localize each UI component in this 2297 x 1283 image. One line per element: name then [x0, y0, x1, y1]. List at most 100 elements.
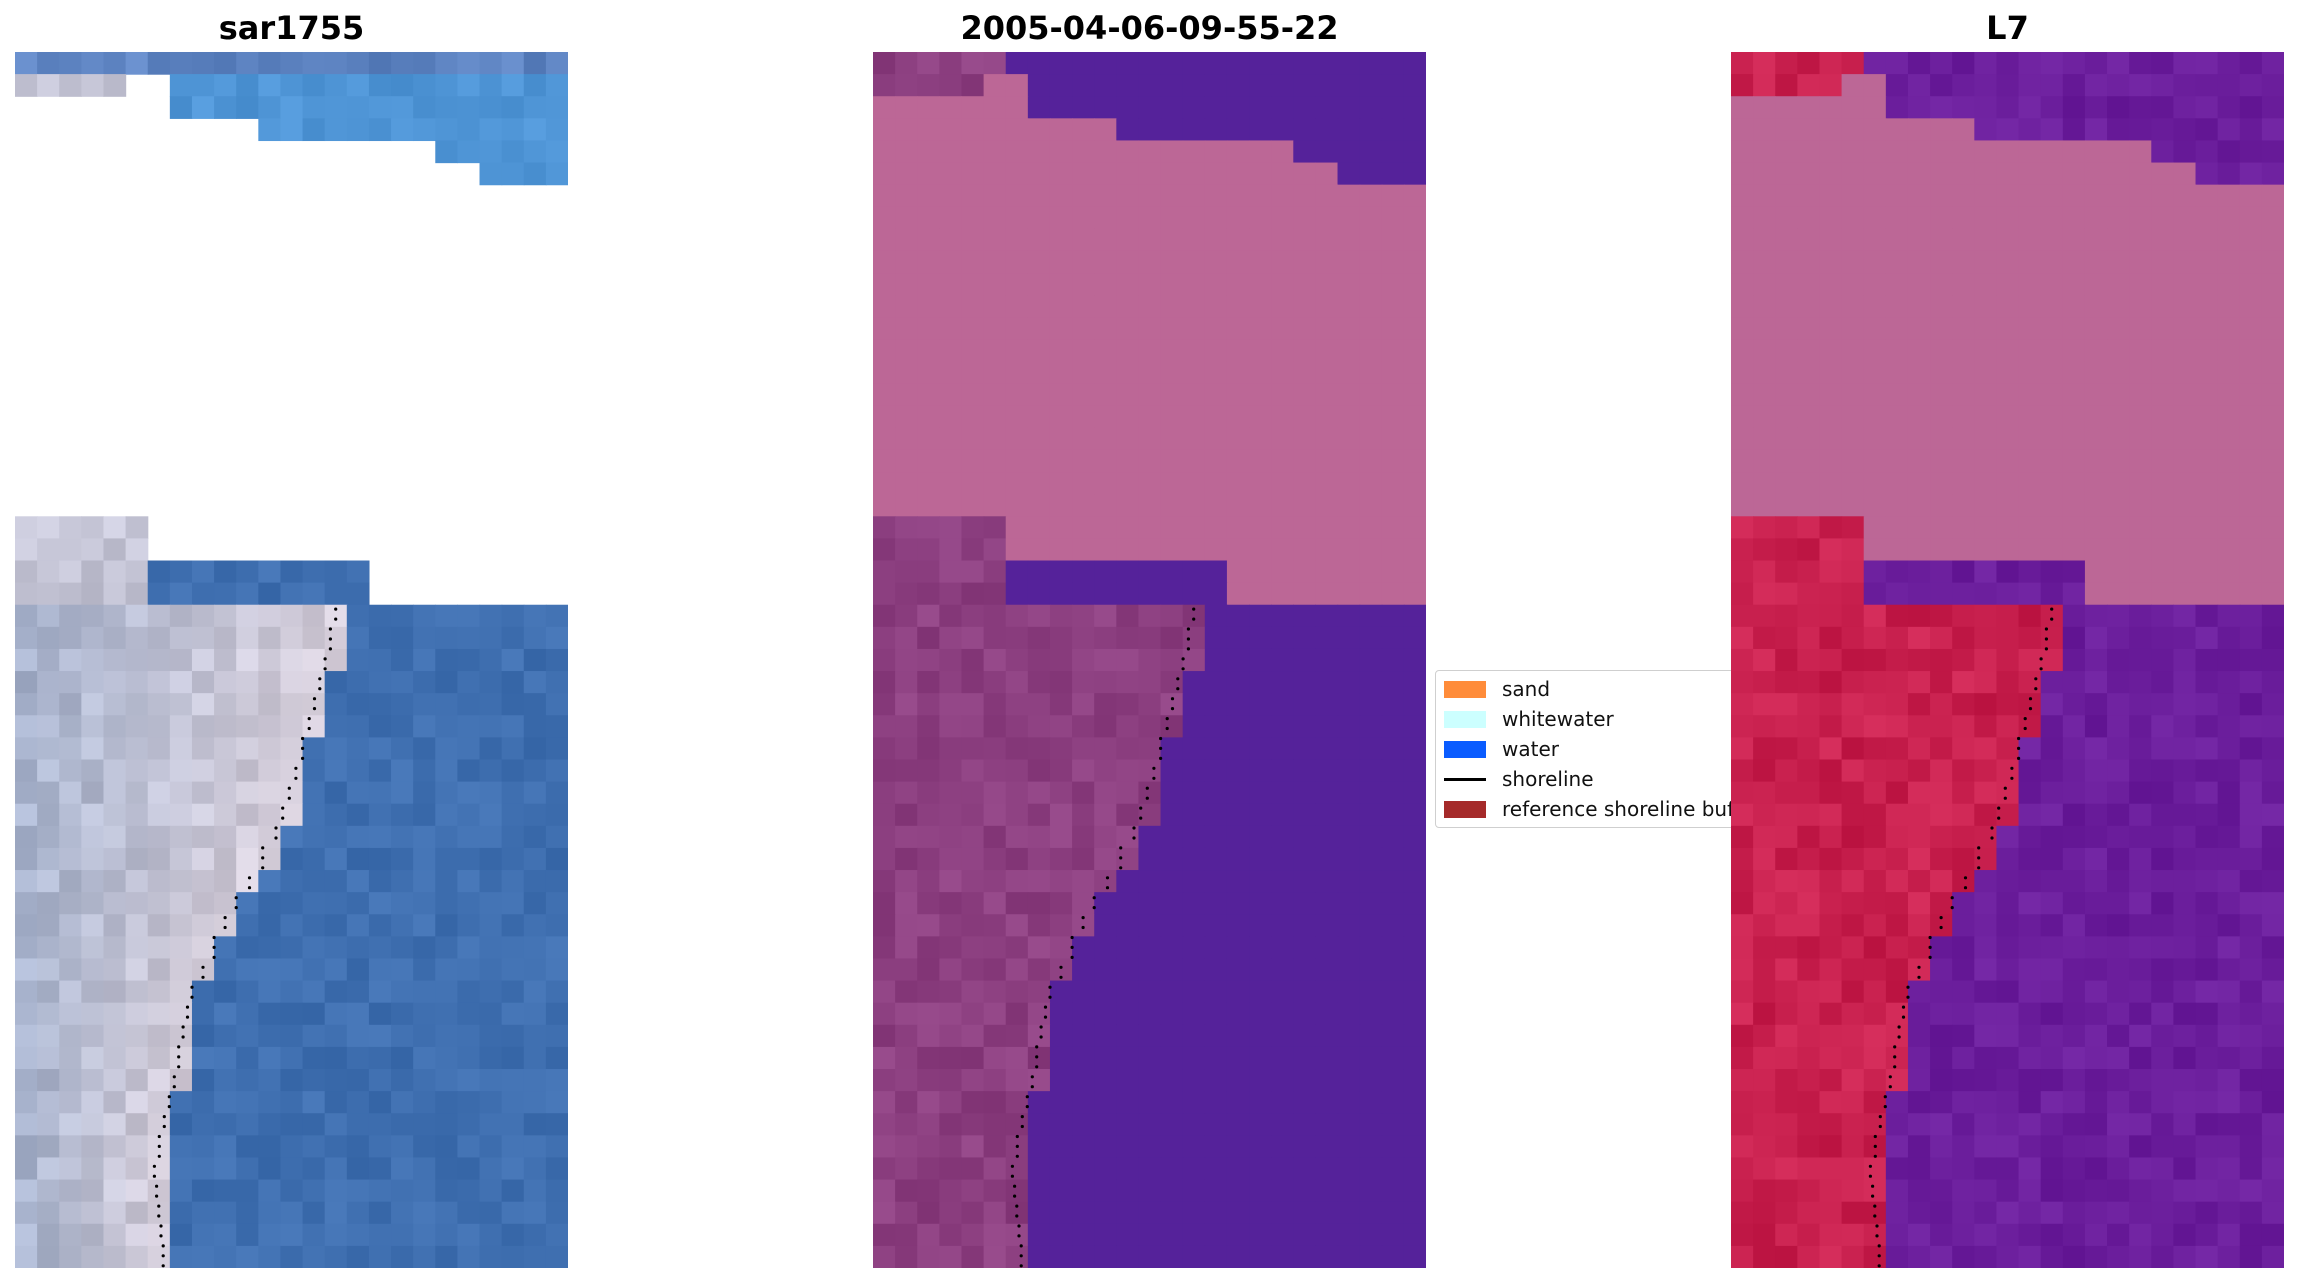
- pixel: [1204, 1113, 1228, 1136]
- pixel: [368, 1113, 392, 1136]
- pixel: [59, 626, 82, 650]
- pixel: [1138, 936, 1162, 960]
- pixel: [961, 206, 985, 230]
- pixel: [1226, 737, 1250, 761]
- pixel: [1381, 317, 1405, 341]
- shoreline-point: [201, 965, 205, 969]
- pixel: [1797, 273, 1821, 296]
- pixel: [81, 980, 105, 1004]
- pixel: [1094, 914, 1117, 937]
- pixel: [1885, 494, 1909, 517]
- pixel: [1182, 1113, 1206, 1136]
- pixel: [1094, 759, 1117, 783]
- pixel: [1996, 715, 2020, 738]
- pixel: [2062, 250, 2086, 274]
- pixel: [368, 803, 392, 827]
- pixel: [873, 1046, 896, 1070]
- pixel: [1885, 560, 1909, 584]
- pixel: [983, 494, 1007, 517]
- pixel: [1996, 980, 2020, 1004]
- pixel: [2195, 1179, 2219, 1203]
- pixel: [1841, 184, 1865, 208]
- shoreline-point: [1950, 896, 1954, 900]
- pixel: [983, 626, 1007, 650]
- pixel: [413, 671, 436, 694]
- pixel: [2107, 914, 2130, 937]
- pixel: [545, 1069, 568, 1092]
- pixel: [302, 582, 326, 606]
- pixel: [1204, 1201, 1228, 1225]
- pixel: [147, 582, 171, 606]
- pixel: [917, 52, 940, 75]
- pixel: [1907, 870, 1931, 893]
- pixel: [1907, 1069, 1931, 1092]
- pixel: [1930, 118, 1953, 142]
- pixel: [368, 825, 392, 849]
- pixel: [873, 825, 896, 849]
- pixel: [2195, 206, 2219, 230]
- pixel: [1753, 273, 1776, 296]
- pixel: [1974, 184, 1998, 208]
- pixel: [2239, 383, 2263, 407]
- pixel: [1027, 582, 1051, 606]
- pixel: [1005, 936, 1029, 960]
- shoreline-point: [318, 687, 322, 691]
- pixel: [961, 936, 985, 960]
- pixel: [2084, 427, 2108, 451]
- pixel: [1049, 958, 1073, 982]
- pixel: [1885, 847, 1909, 871]
- pixel: [1271, 140, 1294, 164]
- pixel: [983, 427, 1007, 451]
- pixel: [1182, 118, 1206, 142]
- pixel: [346, 980, 370, 1004]
- pixel: [2239, 1135, 2263, 1159]
- pixel: [1182, 52, 1206, 75]
- pixel: [258, 980, 282, 1004]
- pixel: [1819, 693, 1843, 716]
- pixel: [1160, 140, 1184, 164]
- pixel: [2018, 516, 2042, 539]
- pixel: [545, 825, 568, 849]
- pixel: [2018, 538, 2042, 562]
- pixel: [2107, 1135, 2130, 1159]
- pixel: [1226, 1091, 1250, 1114]
- pixel: [1094, 1002, 1117, 1026]
- pixel: [1863, 648, 1887, 672]
- pixel: [81, 759, 105, 783]
- pixel: [1204, 339, 1228, 363]
- pixel: [1027, 1091, 1051, 1114]
- shoreline-point: [1176, 687, 1180, 691]
- pixel: [1315, 449, 1339, 473]
- pixel: [479, 118, 503, 142]
- pixel: [2062, 427, 2086, 451]
- pixel: [1005, 1113, 1029, 1136]
- pixel: [324, 560, 348, 584]
- pixel: [523, 626, 547, 650]
- shoreline-point: [1145, 796, 1149, 800]
- pixel: [2239, 1024, 2263, 1048]
- pixel: [435, 1157, 458, 1181]
- pixel: [15, 847, 38, 871]
- pixel: [15, 825, 38, 849]
- pixel: [2107, 427, 2130, 451]
- pixel: [1337, 472, 1361, 495]
- pixel: [2062, 383, 2086, 407]
- pixel: [2195, 980, 2219, 1004]
- pixel: [37, 1002, 60, 1026]
- pixel: [873, 162, 896, 186]
- pixel: [15, 936, 38, 960]
- pixel: [125, 1157, 149, 1181]
- pixel: [1952, 582, 1975, 606]
- pixel: [2173, 626, 2197, 650]
- pixel: [1775, 1245, 1798, 1268]
- pixel: [2084, 715, 2108, 738]
- pixel: [2239, 250, 2263, 274]
- pixel: [1974, 250, 1998, 274]
- pixel: [1049, 715, 1073, 738]
- pixel: [1049, 648, 1073, 672]
- pixel: [1049, 538, 1073, 562]
- pixel: [2107, 604, 2130, 628]
- pixel: [2195, 1113, 2219, 1136]
- pixel: [545, 715, 568, 738]
- pixel: [346, 671, 370, 694]
